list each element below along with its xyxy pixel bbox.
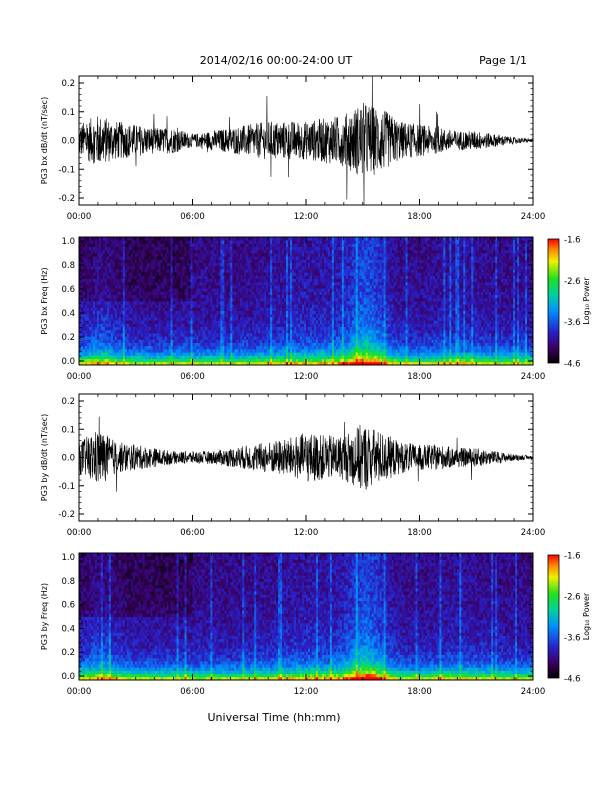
y-tick-label: 0.2 (61, 79, 75, 89)
dbdt-trace (79, 76, 533, 205)
x-tick-label: 06:00 (180, 212, 205, 222)
x-tick-label: 24:00 (521, 212, 546, 222)
y-tick-label: 0.1 (61, 108, 75, 118)
x-tick-label: 00:00 (67, 212, 92, 222)
spectrogram-cells (79, 237, 533, 365)
x-tick-label: 18:00 (407, 212, 432, 222)
panel-bx-dbdt: 00:00 06:00 12:00 18:00 24:00 0.2 0.1 0.0 -0.1 -0… (40, 76, 545, 222)
date-title: 2014/02/16 00:00-24:00 UT (200, 54, 353, 67)
y-axis-label: PG3 bx dB/dt (nT/sec) (40, 97, 49, 184)
y-tick-label: 0.0 (61, 137, 75, 147)
y-tick-label: -0.1 (58, 165, 75, 175)
page-label: Page 1/1 (479, 54, 527, 67)
x-tick-label: 12:00 (294, 212, 319, 222)
y-tick-label: -0.2 (58, 194, 75, 204)
